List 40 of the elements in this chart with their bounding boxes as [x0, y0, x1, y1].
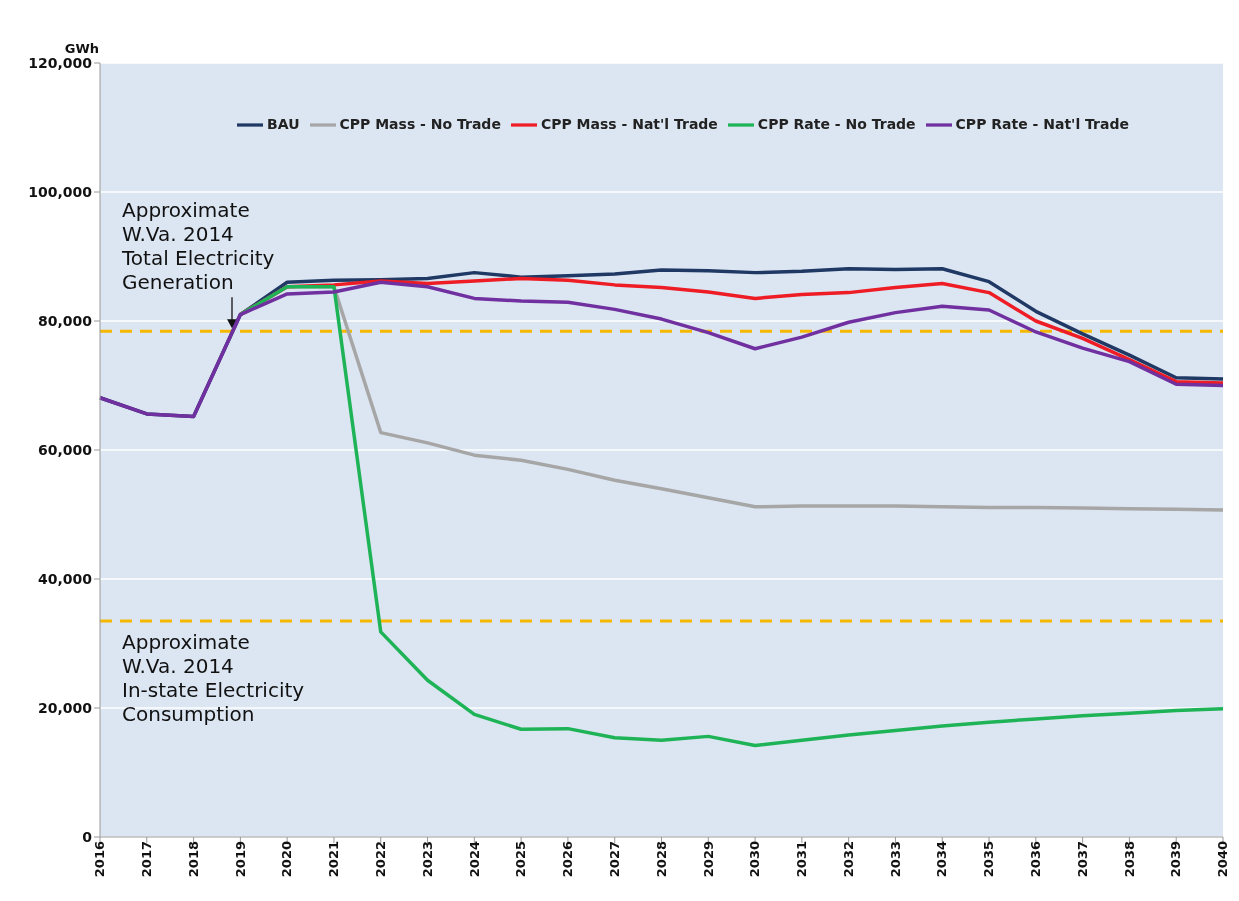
y-tick-label: 80,000 — [37, 312, 93, 329]
legend-label: BAU — [267, 116, 300, 132]
x-tick-label: 2017 — [139, 841, 155, 878]
x-tick-label: 2023 — [419, 841, 435, 878]
y-tick-label: 0 — [82, 828, 93, 845]
x-tick-label: 2033 — [887, 841, 903, 878]
x-tick-label: 2021 — [326, 841, 342, 878]
x-tick-label: 2024 — [466, 841, 482, 878]
x-tick-label: 2018 — [185, 841, 201, 878]
x-tick-label: 2029 — [700, 841, 716, 878]
x-tick-label: 2027 — [606, 841, 622, 878]
x-tick-label: 2035 — [981, 841, 997, 878]
x-tick-label: 2020 — [279, 841, 295, 878]
x-tick-label: 2030 — [747, 841, 763, 878]
x-tick-label: 2039 — [1168, 841, 1184, 878]
x-tick-label: 2022 — [372, 841, 388, 878]
legend-label: CPP Mass - No Trade — [339, 116, 501, 132]
legend-label: CPP Rate - Nat'l Trade — [955, 116, 1129, 132]
x-tick-label: 2032 — [840, 841, 856, 878]
ref-line-label: Approximate W.Va. 2014 In-state Electricity Consumption — [122, 629, 305, 726]
y-tick-label: 20,000 — [37, 699, 93, 716]
x-tick-label: 2036 — [1028, 841, 1044, 878]
x-tick-label: 2019 — [232, 841, 248, 878]
y-tick-label: 40,000 — [37, 570, 93, 587]
x-tick-label: 2040 — [1215, 841, 1231, 878]
legend-label: CPP Rate - No Trade — [757, 116, 916, 132]
y-tick-label: 60,000 — [37, 441, 93, 458]
y-tick-label: 100,000 — [28, 183, 93, 200]
x-tick-label: 2026 — [560, 841, 576, 878]
ref-line-label: Approximate W.Va. 2014 Total Electricity Generation — [121, 198, 275, 295]
x-tick-label: 2028 — [653, 841, 669, 878]
x-tick-label: 2031 — [794, 841, 810, 878]
x-tick-label: 2037 — [1074, 841, 1090, 878]
x-tick-label: 2038 — [1121, 841, 1137, 878]
y-axis-title: GWh — [64, 41, 100, 56]
x-tick-label: 2016 — [92, 841, 108, 878]
y-tick-label: 120,000 — [28, 54, 93, 71]
legend-label: CPP Mass - Nat'l Trade — [540, 116, 718, 132]
x-tick-label: 2034 — [934, 841, 950, 878]
x-tick-label: 2025 — [513, 841, 529, 878]
